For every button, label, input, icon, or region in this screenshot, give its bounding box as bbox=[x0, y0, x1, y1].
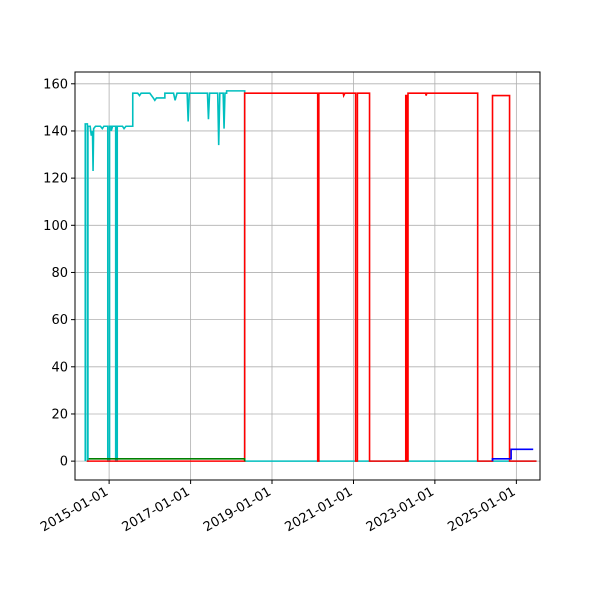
series-line-green bbox=[88, 457, 246, 462]
y-tick-label: 140 bbox=[43, 124, 68, 139]
y-tick-label: 0 bbox=[60, 455, 68, 470]
y-tick-label: 80 bbox=[51, 266, 68, 281]
y-tick-label: 100 bbox=[43, 219, 68, 234]
y-tick-label: 160 bbox=[43, 77, 68, 92]
y-tick-label: 20 bbox=[51, 407, 68, 422]
grid bbox=[75, 72, 540, 480]
series-line-red bbox=[86, 92, 537, 462]
series-line-blue bbox=[491, 448, 534, 462]
y-tick-label: 60 bbox=[51, 313, 68, 328]
series-layer bbox=[84, 90, 537, 462]
axes-frame bbox=[74, 71, 541, 481]
series-line-cyan bbox=[84, 90, 537, 462]
y-tick-label: 120 bbox=[43, 172, 68, 187]
y-tick-label: 40 bbox=[51, 360, 68, 375]
